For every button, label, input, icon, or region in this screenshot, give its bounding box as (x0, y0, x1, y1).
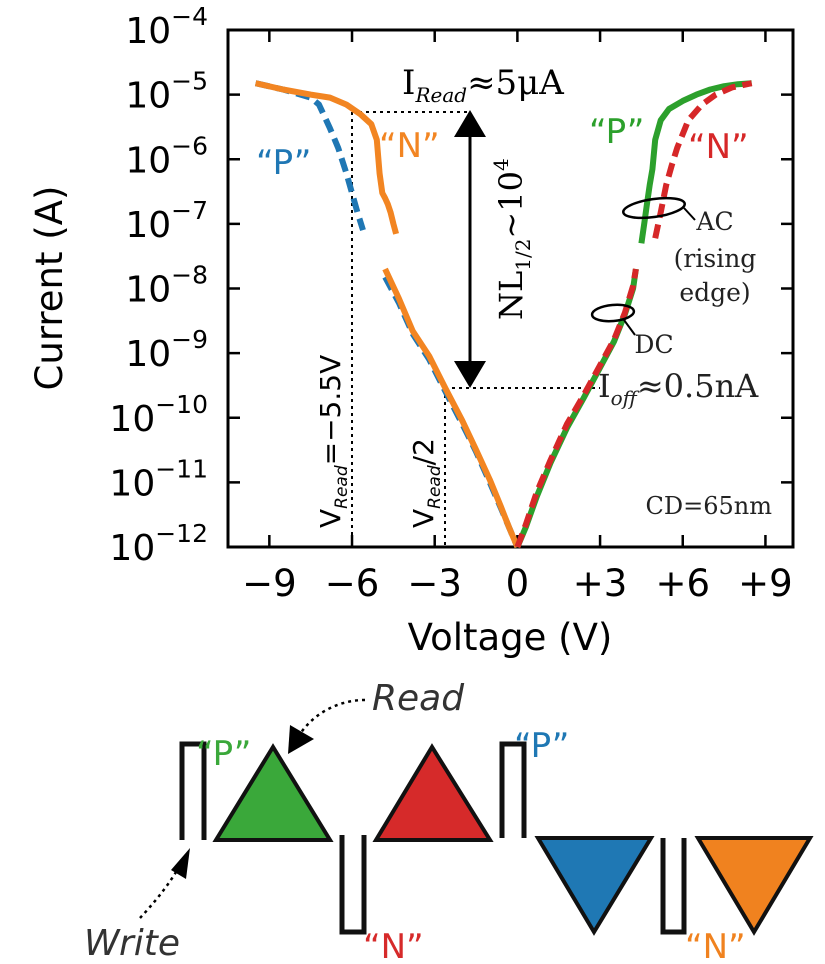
write-arrow-curve (139, 871, 178, 919)
v-read-half-label: VRead/2 (407, 438, 445, 528)
ac-label-2: (rising (674, 244, 757, 273)
x-axis: −9 −6 −3 0 +3 +6 +9 (242, 30, 793, 605)
cd-label: CD=65nm (646, 492, 773, 520)
y-tick-label: 10−11 (109, 454, 208, 504)
y-tick-label: 10−7 (125, 196, 208, 246)
y-tick-label: 10−4 (125, 2, 208, 52)
read-label: Read (372, 678, 465, 719)
ac-ellipse (622, 196, 686, 220)
y-axis: 10−4 10−5 10−6 10−7 10−8 10−9 10−10 10−11 10−12 (109, 2, 793, 569)
i-off-label: Ioff≈0.5nA (598, 367, 759, 410)
ac-label-1: AC (695, 207, 733, 236)
y-tick-label: 10−6 (125, 131, 208, 181)
y-tick-label: 10−8 (125, 261, 208, 311)
series-line (254, 80, 399, 235)
n-label-right: “N” (688, 127, 749, 167)
n-label-1: “N” (363, 927, 424, 964)
series-line (514, 268, 639, 549)
ac-leader (683, 207, 696, 221)
y-tick-label: 10−10 (109, 390, 208, 440)
n-label-left: “N” (379, 126, 440, 166)
nl-label: NL1/2~104 (489, 158, 535, 320)
y-tick-label: 10−9 (125, 325, 208, 375)
dc-leader (623, 319, 636, 336)
series-line (652, 80, 753, 239)
nl-arrow-top (454, 110, 486, 137)
read-triangle-green (212, 743, 334, 842)
dc-label: DC (634, 330, 673, 359)
p-label-right: “P” (589, 112, 644, 152)
series-line (382, 267, 521, 549)
x-axis-label: Voltage (V) (408, 616, 613, 659)
read-triangle-red (372, 743, 494, 842)
v-read-label: VRead=−5.5V (314, 355, 352, 528)
p-label-left: “P” (256, 143, 311, 183)
y-tick-label: 10−12 (109, 519, 208, 569)
p-label-2: “P” (514, 726, 569, 766)
read-triangle-blue (534, 836, 655, 936)
x-tick-label: −3 (407, 562, 462, 605)
series-layer (254, 80, 753, 549)
x-tick-label: +9 (738, 562, 793, 605)
nl-arrow-bottom (454, 361, 486, 388)
n-label-2: “N” (685, 927, 746, 964)
y-axis-label: Current (A) (28, 186, 71, 391)
x-tick-label: 0 (506, 562, 530, 605)
write-pulse-n-2 (660, 838, 687, 935)
read-arrow-curve (298, 698, 366, 735)
x-tick-label: −6 (325, 562, 380, 605)
i-read-label: IRead≈5μA (402, 63, 564, 107)
write-pulse-p-2 (499, 741, 527, 838)
x-tick-label: −9 (242, 562, 297, 605)
dc-ellipse (590, 303, 636, 323)
write-pulse-n-1 (339, 835, 367, 935)
x-tick-label: +6 (655, 562, 710, 605)
write-pulse-p-1 (179, 741, 207, 840)
pulse-diagram: Read Write “P” “N” “P” “N” (84, 678, 814, 964)
reference-lines (351, 111, 600, 547)
p-label-1: “P” (196, 734, 251, 774)
read-arrow-head (288, 725, 314, 754)
chart: 10−410−510−610−710−810−910−1010−1110−12 … (28, 2, 795, 659)
read-triangle-orange (694, 836, 814, 936)
ac-label-3: edge) (679, 278, 750, 307)
write-arrow-head (171, 848, 190, 879)
write-label: Write (84, 923, 180, 964)
y-tick-label: 10−5 (125, 67, 208, 117)
x-tick-label: +3 (573, 562, 628, 605)
